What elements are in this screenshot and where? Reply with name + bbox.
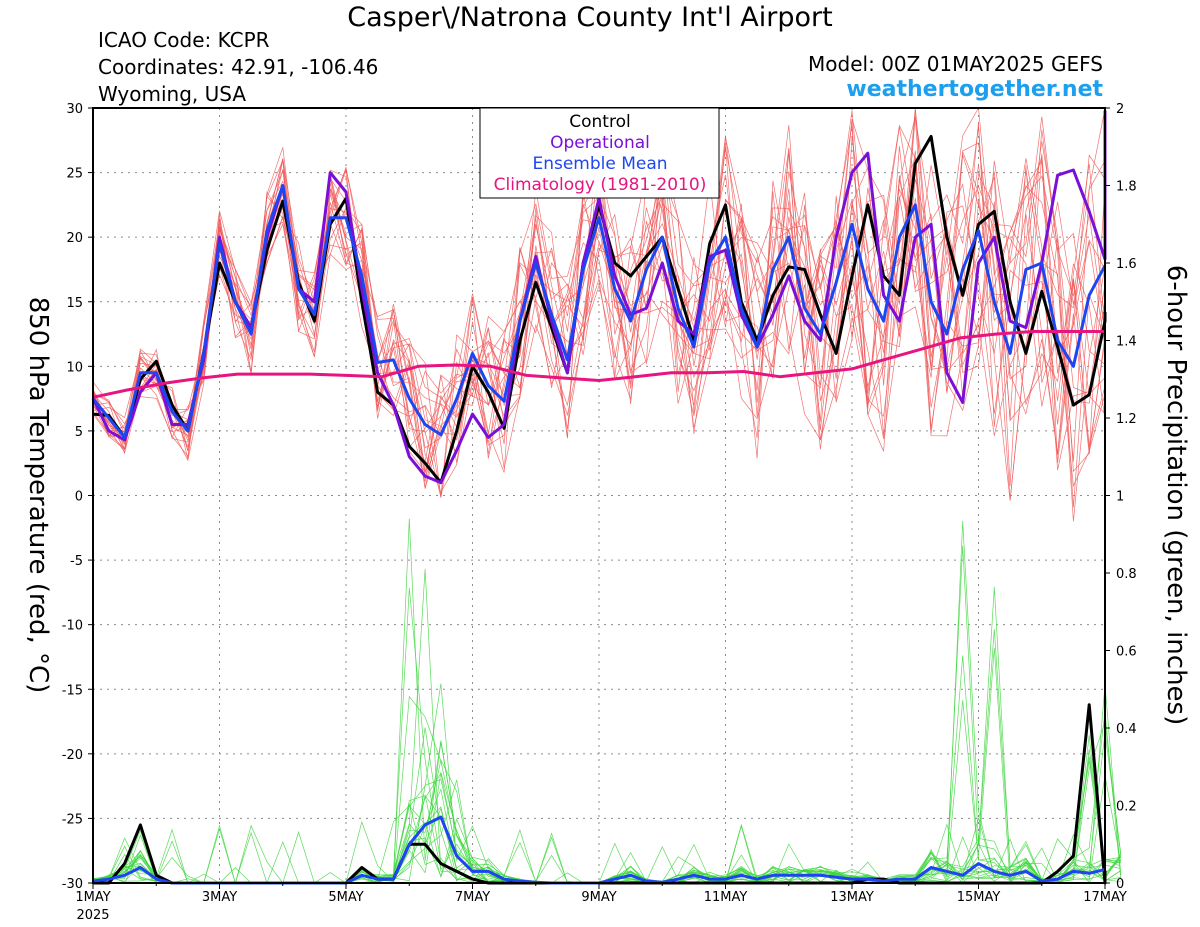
y-tick-label-left: -5 [70, 554, 83, 569]
precip-member-line [92, 586, 1122, 884]
x-tick-label: 7MAY [455, 890, 490, 905]
y-tick-label-right: 1.4 [1116, 335, 1137, 350]
axis-ticks: 302520151050-5-10-15-20-25-3021.81.61.41… [62, 102, 1137, 923]
y-tick-label-left: 15 [66, 296, 83, 311]
x-tick-label: 17MAY [1083, 890, 1127, 905]
precip-member-line [92, 518, 1121, 884]
y-tick-label-left: -15 [62, 683, 83, 698]
y-tick-label-left: 10 [66, 360, 83, 375]
y-tick-label-right: 0 [1116, 877, 1124, 892]
climatology-left-line [92, 330, 1105, 399]
y-tick-label-left: 25 [66, 167, 83, 182]
x-tick-label: 15MAY [957, 890, 1001, 905]
y-tick-label-left: -10 [62, 619, 83, 634]
y-tick-label-right: 0.8 [1116, 567, 1137, 582]
x-tick-label: 13MAY [830, 890, 874, 905]
ensemble-mean-left-line [91, 184, 1107, 439]
legend-climatology: Climatology (1981-2010) [494, 175, 707, 195]
region: Wyoming, USA [98, 82, 247, 106]
legend-operational: Operational [550, 133, 650, 153]
legend: Control Operational Ensemble Mean Climat… [479, 107, 720, 199]
y-tick-label-right: 0.4 [1116, 722, 1137, 737]
x-tick-label: 5MAY [328, 890, 363, 905]
grid [93, 108, 1105, 883]
x-tick-label: 11MAY [704, 890, 748, 905]
y-tick-label-left: 30 [66, 102, 83, 117]
legend-ensemble-mean: Ensemble Mean [532, 154, 667, 174]
coordinates: Coordinates: 42.91, -106.46 [98, 55, 379, 79]
precip-member-line [92, 772, 1122, 884]
x-tick-label: 3MAY [202, 890, 237, 905]
y-tick-label-right: 0.6 [1116, 645, 1137, 660]
y-tick-label-left: 0 [75, 490, 83, 505]
x-tick-label: 1MAY [75, 890, 110, 905]
icao-code: ICAO Code: KCPR [98, 28, 270, 52]
y-axis-label-right: 6-hour Precipitation (green, inches) [1161, 265, 1191, 725]
y-tick-label-left: 5 [75, 425, 83, 440]
y-tick-label-left: -25 [62, 812, 83, 827]
y-tick-label-left: 20 [66, 231, 83, 246]
y-tick-label-left: -30 [62, 877, 83, 892]
model-run: Model: 00Z 01MAY2025 GEFS [808, 52, 1103, 76]
y-tick-label-right: 1 [1116, 490, 1124, 505]
temp-member-line [92, 116, 1106, 482]
temp-member-line [92, 137, 1106, 501]
precip-member-line [92, 684, 1122, 884]
x-tick-sublabel: 2025 [76, 908, 109, 923]
y-tick-label-left: -20 [62, 748, 83, 763]
chart-title: Casper\/Natrona County Int'l Airport [347, 2, 833, 33]
y-tick-label-right: 1.2 [1116, 412, 1137, 427]
precip-member-line [92, 700, 1121, 884]
precip-member-line [92, 735, 1121, 884]
legend-control: Control [569, 112, 630, 132]
y-tick-label-right: 0.2 [1116, 800, 1137, 815]
y-tick-label-right: 1.8 [1116, 180, 1137, 195]
legend-box [479, 107, 720, 199]
y-axis-label-left: 850 hPa Temperature (red, °C) [23, 297, 53, 694]
y-tick-label-right: 2 [1116, 102, 1124, 117]
x-tick-label: 9MAY [581, 890, 616, 905]
precip-member-line [92, 683, 1121, 884]
y-tick-label-right: 1.6 [1116, 257, 1137, 272]
site-link[interactable]: weathertogether.net [846, 77, 1103, 102]
